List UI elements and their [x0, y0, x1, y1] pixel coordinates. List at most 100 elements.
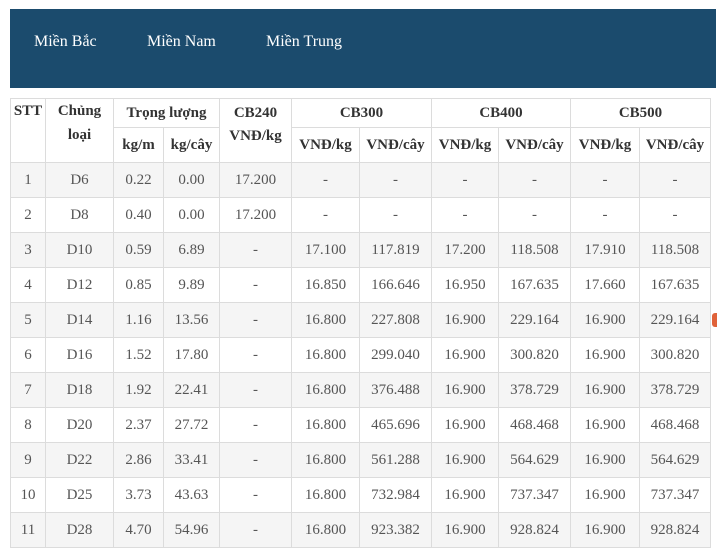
cell-stt: 9: [10, 442, 46, 478]
cell-stt: 2: [10, 197, 46, 233]
cell-cb500-vnd-kg: 16.900: [570, 407, 640, 443]
table-row: 8 D20 2.37 27.72-16.800 465.696 16.900 468.468…: [10, 407, 711, 443]
cell-stt: 1: [10, 162, 46, 198]
cell-cb500-vnd-cay: 378.729: [639, 372, 711, 408]
cell-chung-loai: D18: [45, 372, 114, 408]
cell-cb400-vnd-cay: 468.468: [498, 407, 571, 443]
cell-cb300-vnd-cay: 166.646: [359, 267, 432, 303]
header-cb400-vnd-cay: VNĐ/cây: [498, 127, 571, 163]
cell-cb300-vnd-kg: 16.800: [291, 372, 360, 408]
cell-cb300-vnd-kg: 16.850: [291, 267, 360, 303]
tab-mien-trung[interactable]: Miền Trung: [266, 33, 343, 50]
cell-cb400-vnd-kg: -: [431, 162, 499, 198]
table-row: 3 D10 0.59 6.89-17.100 117.819 17.200 118.508 1…: [10, 232, 711, 268]
cell-cb300-vnd-cay: -: [359, 197, 432, 233]
cell-cb240-vnd-kg: -: [219, 442, 292, 478]
cell-cb400-vnd-kg: 17.200: [431, 232, 499, 268]
header-cb500-vnd-kg: VNĐ/kg: [570, 127, 640, 163]
cell-kg-cay: 22.41: [163, 372, 220, 408]
cell-cb300-vnd-kg: 16.800: [291, 477, 360, 513]
table-row: 6 D16 1.52 17.80-16.800 299.040 16.900 300.820…: [10, 337, 711, 373]
cell-cb500-vnd-kg: 16.900: [570, 302, 640, 338]
header-cb240: CB240: [219, 98, 292, 128]
cell-cb300-vnd-kg: 16.800: [291, 442, 360, 478]
cell-cb300-vnd-kg: 16.800: [291, 407, 360, 443]
cell-cb300-vnd-cay: 732.984: [359, 477, 432, 513]
cell-cb400-vnd-kg: 16.900: [431, 512, 499, 548]
cell-chung-loai: D8: [45, 197, 114, 233]
cell-cb500-vnd-cay: 564.629: [639, 442, 711, 478]
cell-cb500-vnd-cay: 167.635: [639, 267, 711, 303]
cell-kg-m: 1.16: [113, 302, 164, 338]
cell-cb400-vnd-kg: 16.900: [431, 372, 499, 408]
cell-cb500-vnd-cay: 118.508: [639, 232, 711, 268]
cell-cb300-vnd-kg: 16.800: [291, 512, 360, 548]
cell-cb300-vnd-cay: 299.040: [359, 337, 432, 373]
cell-cb400-vnd-kg: 16.950: [431, 267, 499, 303]
cell-kg-cay: 43.63: [163, 477, 220, 513]
cell-cb300-vnd-kg: -: [291, 162, 360, 198]
cell-cb400-vnd-cay: 229.164: [498, 302, 571, 338]
cell-kg-m: 2.37: [113, 407, 164, 443]
cell-cb400-vnd-cay: 378.729: [498, 372, 571, 408]
cell-cb400-vnd-cay: -: [498, 162, 571, 198]
cell-kg-m: 0.40: [113, 197, 164, 233]
cell-kg-m: 3.73: [113, 477, 164, 513]
cell-cb400-vnd-kg: 16.900: [431, 477, 499, 513]
cell-cb300-vnd-kg: 17.100: [291, 232, 360, 268]
cell-kg-cay: 54.96: [163, 512, 220, 548]
cell-chung-loai: D25: [45, 477, 114, 513]
cell-cb300-vnd-kg: 16.800: [291, 337, 360, 373]
cell-stt: 7: [10, 372, 46, 408]
cell-cb500-vnd-kg: -: [570, 197, 640, 233]
header-cb240-unit: VNĐ/kg: [219, 127, 292, 163]
cell-chung-loai: D20: [45, 407, 114, 443]
cell-cb500-vnd-cay: 928.824: [639, 512, 711, 548]
cell-cb400-vnd-kg: 16.900: [431, 407, 499, 443]
cell-cb400-vnd-kg: -: [431, 197, 499, 233]
table-row: 2 D8 0.40 0.00 17.200- - - - - -: [10, 197, 711, 233]
tab-mien-bac[interactable]: Miền Bắc: [34, 33, 97, 50]
cell-cb300-vnd-cay: 227.808: [359, 302, 432, 338]
cell-cb500-vnd-kg: 16.900: [570, 512, 640, 548]
cell-kg-cay: 13.56: [163, 302, 220, 338]
cell-cb240-vnd-kg: 17.200: [219, 197, 292, 233]
cell-kg-cay: 6.89: [163, 232, 220, 268]
tab-mien-nam[interactable]: Miền Nam: [147, 33, 216, 50]
cell-cb400-vnd-cay: 300.820: [498, 337, 571, 373]
cell-cb500-vnd-kg: 17.910: [570, 232, 640, 268]
cell-cb240-vnd-kg: -: [219, 267, 292, 303]
cell-cb400-vnd-cay: -: [498, 197, 571, 233]
cell-kg-cay: 27.72: [163, 407, 220, 443]
cell-kg-m: 1.52: [113, 337, 164, 373]
cell-cb240-vnd-kg: -: [219, 512, 292, 548]
cell-cb240-vnd-kg: 17.200: [219, 162, 292, 198]
cell-chung-loai: D14: [45, 302, 114, 338]
header-cb300: CB300: [291, 98, 432, 128]
header-cb400: CB400: [431, 98, 571, 128]
header-cb500: CB500: [570, 98, 711, 128]
cell-cb240-vnd-kg: -: [219, 477, 292, 513]
header-cb300-vnd-kg: VNĐ/kg: [291, 127, 360, 163]
cell-cb300-vnd-kg: -: [291, 197, 360, 233]
cell-cb240-vnd-kg: -: [219, 337, 292, 373]
cell-cb500-vnd-cay: 737.347: [639, 477, 711, 513]
cell-stt: 6: [10, 337, 46, 373]
table-row: 9 D22 2.86 33.41-16.800 561.288 16.900 564.629…: [10, 442, 711, 478]
table-row: 1 D6 0.22 0.00 17.200- - - - - -: [10, 162, 711, 198]
cell-cb500-vnd-kg: 17.660: [570, 267, 640, 303]
cell-cb300-vnd-cay: 376.488: [359, 372, 432, 408]
cell-cb300-vnd-cay: 923.382: [359, 512, 432, 548]
cell-stt: 8: [10, 407, 46, 443]
steel-price-table: STT Chủng loại Trọng lượng CB240 CB300 C…: [10, 98, 711, 548]
cell-chung-loai: D16: [45, 337, 114, 373]
region-tab-bar: Miền Bắc Miền Nam Miền Trung: [10, 9, 716, 88]
price-table-body: 1 D6 0.22 0.00 17.200- - - - - -2 D8 0.40 0.00 17.200…: [10, 162, 711, 548]
cell-cb500-vnd-kg: 16.900: [570, 337, 640, 373]
header-cb500-vnd-cay: VNĐ/cây: [639, 127, 711, 163]
cell-chung-loai: D22: [45, 442, 114, 478]
cell-kg-m: 4.70: [113, 512, 164, 548]
header-stt: STT: [10, 98, 46, 163]
cell-kg-cay: 0.00: [163, 197, 220, 233]
cell-cb500-vnd-cay: 300.820: [639, 337, 711, 373]
